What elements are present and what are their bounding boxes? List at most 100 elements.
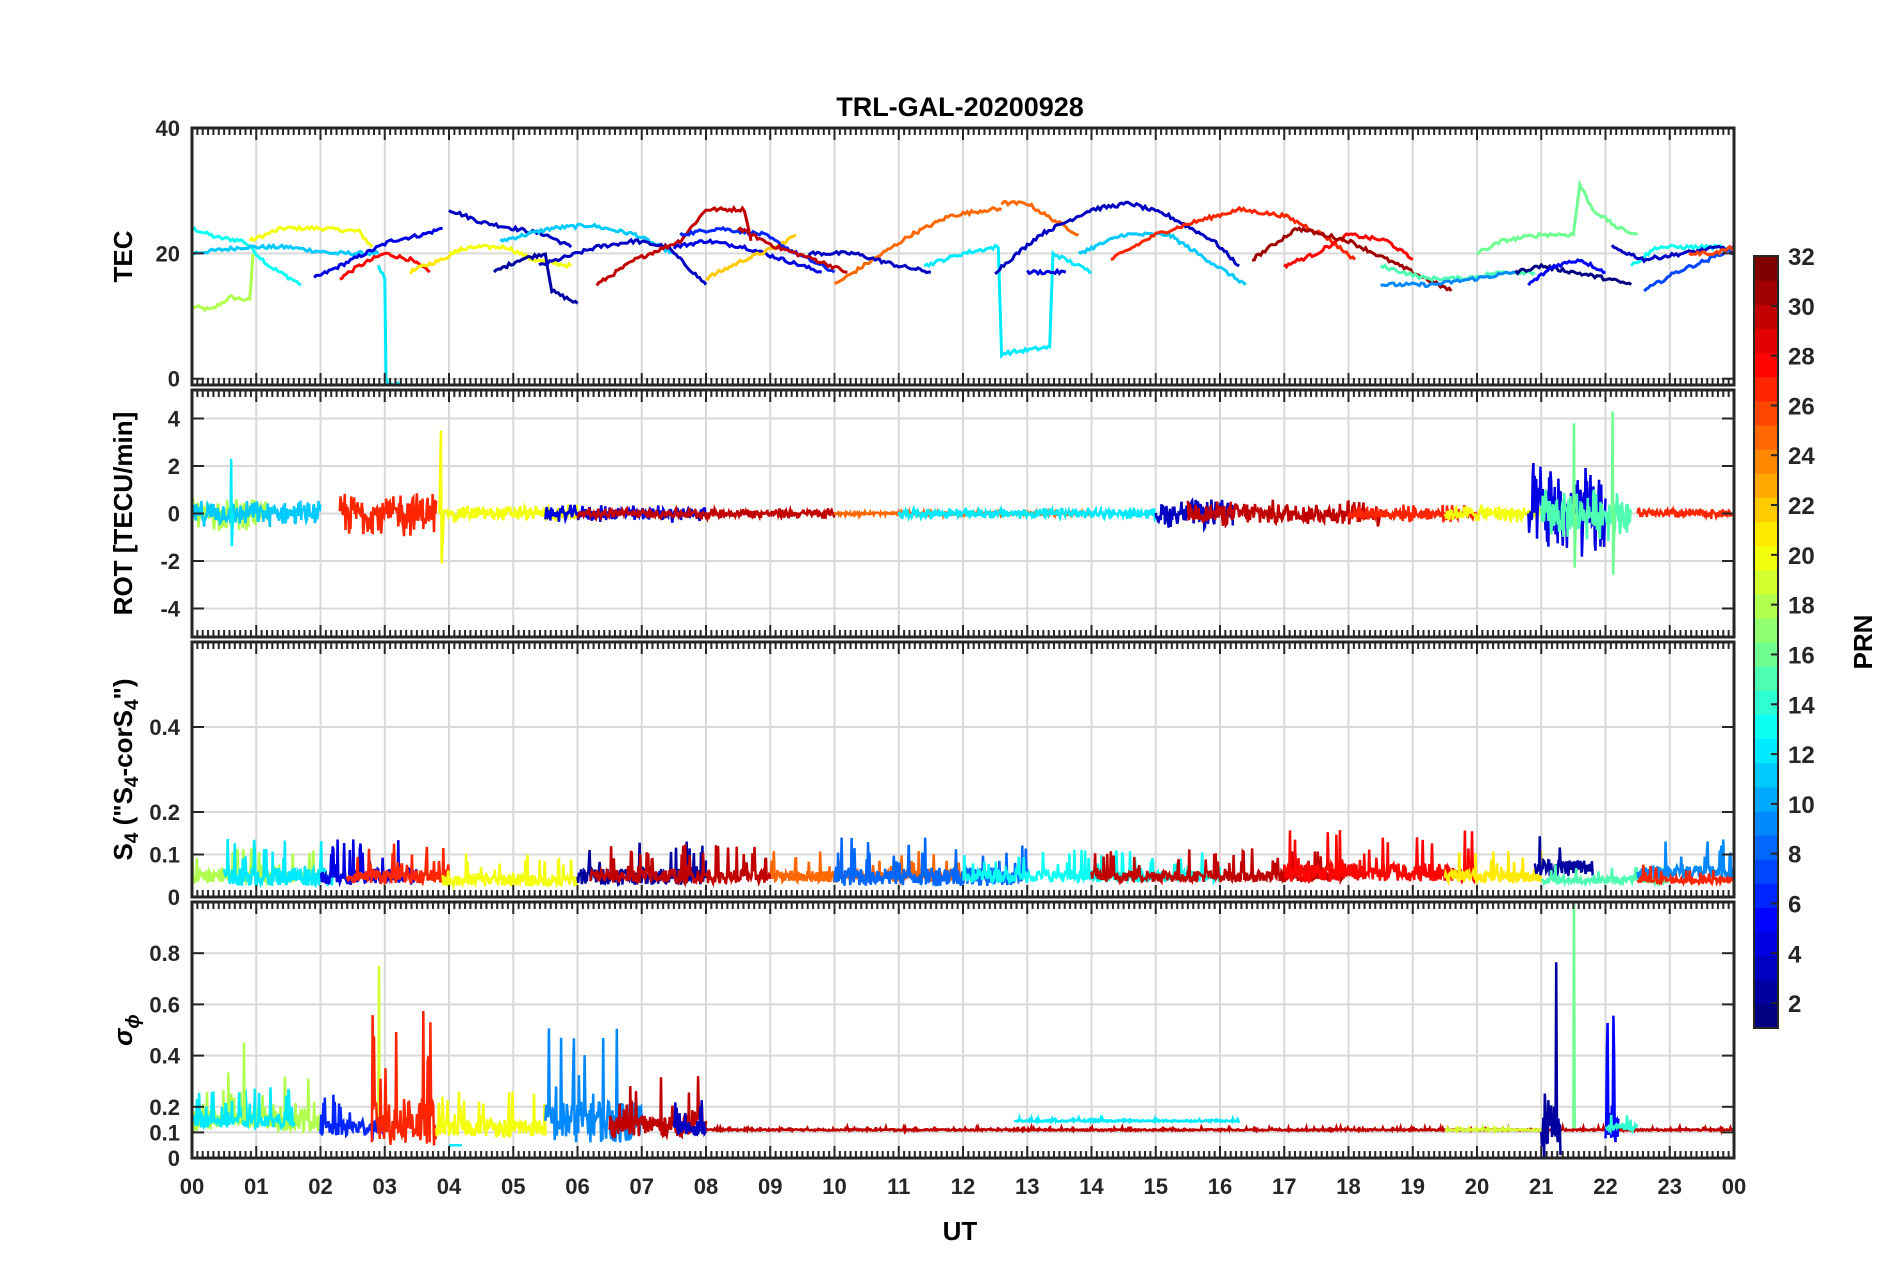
series-prn-25 bbox=[1000, 200, 1079, 237]
y-tick-label: 0.1 bbox=[149, 1120, 180, 1145]
series-prn-5 bbox=[1604, 1015, 1620, 1143]
series-prn-20 bbox=[441, 853, 579, 891]
colorbar-swatch bbox=[1754, 256, 1778, 281]
series-prn-3 bbox=[448, 209, 573, 249]
y-tick-label: 4 bbox=[168, 407, 181, 432]
series-group bbox=[192, 830, 1734, 891]
series-prn-12 bbox=[1013, 1112, 1241, 1126]
colorbar-swatch bbox=[1754, 593, 1778, 619]
series-prn-27 bbox=[1636, 864, 1734, 888]
colorbar-swatch bbox=[1754, 810, 1778, 836]
y-ticks: 00.10.2 0.4 0.6 0.8 bbox=[149, 941, 1734, 1171]
series-prn-18 bbox=[192, 253, 255, 313]
series-prn-2 bbox=[1540, 962, 1562, 1157]
series-prn-16 bbox=[1572, 902, 1576, 1129]
y-tick-label: 40 bbox=[156, 116, 180, 141]
x-tick-label: 12 bbox=[951, 1174, 975, 1199]
panel-TEC: 0 20 40 TEC bbox=[108, 116, 1736, 392]
series-prn-9 bbox=[1380, 270, 1516, 289]
colorbar-swatch bbox=[1754, 521, 1778, 547]
series-prn-12 bbox=[192, 1087, 296, 1132]
colorbar-tick-label: 28 bbox=[1788, 344, 1815, 371]
x-tick-label: 20 bbox=[1465, 1174, 1489, 1199]
x-tick-label: 06 bbox=[565, 1174, 589, 1199]
series-prn-21 bbox=[1443, 850, 1543, 886]
series-prn-3 bbox=[994, 200, 1240, 276]
colorbar-swatch bbox=[1754, 835, 1778, 860]
x-tick-label: 14 bbox=[1079, 1174, 1104, 1199]
chart-title: TRL-GAL-20200928 bbox=[836, 92, 1084, 122]
series-prn-28 bbox=[339, 251, 431, 281]
series-group bbox=[192, 902, 1734, 1157]
y-axis-label-sigma_phi: σϕ bbox=[108, 1014, 144, 1046]
series-prn-11 bbox=[499, 222, 675, 255]
y-tick-label: -4 bbox=[160, 597, 180, 622]
colorbar-swatch bbox=[1754, 617, 1778, 643]
colorbar-swatch bbox=[1754, 690, 1778, 715]
panel-ROT: -4 -2 0 2 4 ROT [TECU/min] bbox=[108, 388, 1736, 639]
y-tick-label: 0 bbox=[168, 1146, 180, 1171]
x-tick-label: 18 bbox=[1336, 1174, 1360, 1199]
x-tick-label: 09 bbox=[758, 1174, 782, 1199]
series-prn-25 bbox=[834, 206, 1002, 285]
series-prn-12 bbox=[229, 458, 235, 547]
series-prn-30 bbox=[576, 504, 836, 523]
series-prn-14 bbox=[1604, 1114, 1639, 1136]
series-prn-16 bbox=[1572, 423, 1578, 568]
colorbar-tick-label: 4 bbox=[1788, 941, 1802, 968]
x-tick-label: 02 bbox=[308, 1174, 332, 1199]
y-ticks: -4 -2 0 2 4 bbox=[160, 407, 1734, 622]
series-prn-15 bbox=[1540, 489, 1633, 542]
y-axis-label-ROT: ROT [TECU/min] bbox=[108, 412, 138, 616]
series-prn-4 bbox=[1026, 267, 1067, 277]
colorbar-tick-label: 12 bbox=[1788, 742, 1815, 769]
series-prn-20 bbox=[438, 430, 446, 564]
colorbar-swatch bbox=[1754, 859, 1778, 884]
colorbar-tick-label: 2 bbox=[1788, 991, 1801, 1018]
series-prn-12 bbox=[222, 838, 335, 889]
x-axis-label: UT bbox=[943, 1216, 978, 1246]
y-tick-label: 0.4 bbox=[149, 1044, 180, 1069]
colorbar-tick-label: 6 bbox=[1788, 891, 1801, 918]
grid bbox=[192, 390, 1734, 637]
x-tick-label: 00 bbox=[1722, 1174, 1746, 1199]
colorbar-tick-label: 10 bbox=[1788, 792, 1815, 819]
series-prn-30 bbox=[1186, 499, 1382, 529]
x-ticks bbox=[191, 902, 1735, 1158]
y-ticks: 0 20 40 bbox=[156, 116, 1734, 392]
series-prn-11 bbox=[192, 242, 380, 258]
series-prn-20 bbox=[1443, 504, 1543, 525]
series-prn-26 bbox=[1688, 244, 1734, 258]
series-prn-30 bbox=[737, 226, 848, 274]
y-axis-label-TEC: TEC bbox=[108, 230, 138, 282]
x-tick-label: 15 bbox=[1144, 1174, 1168, 1199]
series-prn-9 bbox=[544, 1028, 644, 1143]
x-ticks bbox=[191, 642, 1735, 897]
x-tick-label: 05 bbox=[501, 1174, 525, 1199]
x-tick-label: 16 bbox=[1208, 1174, 1232, 1199]
y-tick-label: 0.8 bbox=[149, 941, 180, 966]
colorbar-swatch bbox=[1754, 497, 1778, 522]
x-tick-label: 17 bbox=[1272, 1174, 1296, 1199]
x-tick-label: 00 bbox=[180, 1174, 204, 1199]
x-tick-label: 08 bbox=[694, 1174, 718, 1199]
series-group bbox=[192, 411, 1734, 575]
x-tick-label: 23 bbox=[1658, 1174, 1682, 1199]
series-prn-3 bbox=[672, 1100, 708, 1138]
colorbar-swatch bbox=[1754, 424, 1778, 450]
colorbar-label: PRN bbox=[1848, 615, 1878, 670]
y-tick-label: 0 bbox=[168, 367, 180, 392]
colorbar-swatch bbox=[1754, 762, 1778, 788]
y-tick-label: 0 bbox=[168, 885, 180, 910]
series-prn-3 bbox=[538, 237, 708, 286]
y-tick-label: 2 bbox=[168, 454, 180, 479]
series-prn-1 bbox=[1514, 262, 1633, 286]
colorbar-swatch bbox=[1754, 473, 1778, 498]
colorbar-swatch bbox=[1754, 786, 1778, 812]
series-prn-7 bbox=[1643, 245, 1734, 293]
series-prn-20 bbox=[434, 1091, 547, 1139]
colorbar-tick-label: 22 bbox=[1788, 493, 1815, 520]
colorbar-swatch bbox=[1754, 738, 1778, 764]
